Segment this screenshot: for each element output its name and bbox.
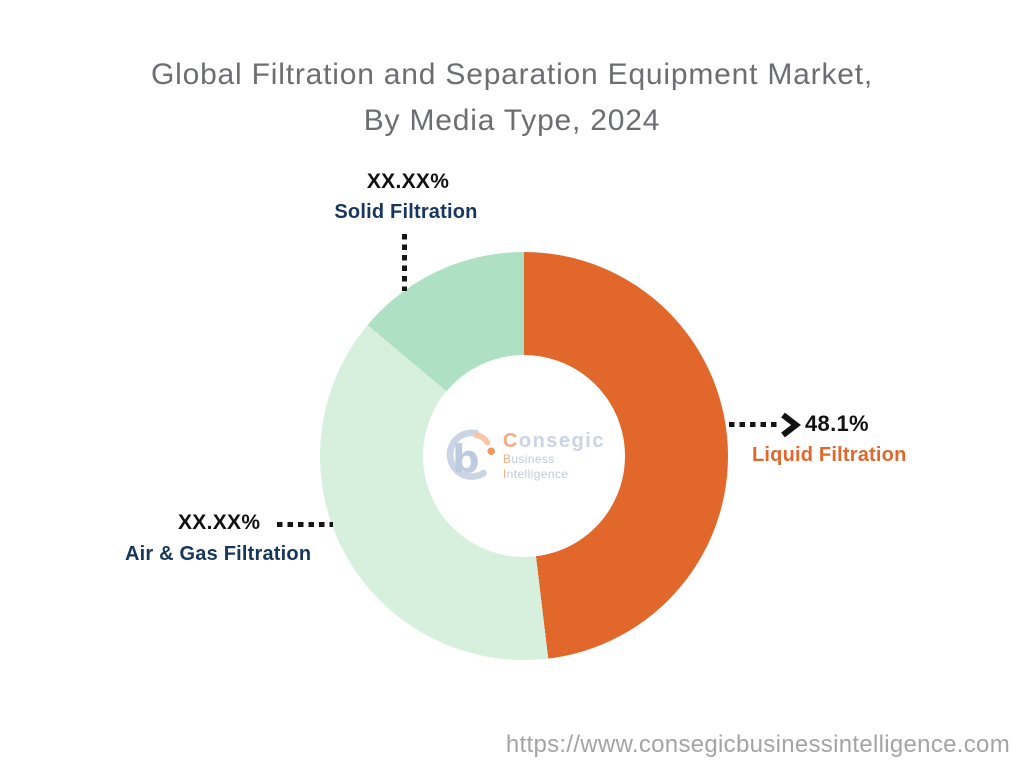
brand-tagline-initial-1: B [502,452,512,466]
brand-name: Consegic [503,430,618,452]
solid-filtration-value: XX.XX% [366,170,450,193]
chart-title-line2: By Media Type, 2024 [363,104,661,137]
liquid-filtration-arrow-icon [781,412,801,438]
source-url: https://www.consegicbusinessintelligence… [505,731,1010,758]
liquid-filtration-value: 48.1% [805,411,869,436]
air-gas-filtration-value: XX.XX% [178,511,261,534]
brand-tagline-initial-2: I [502,467,507,481]
brand-tagline: Business Intelligence [503,452,618,482]
brand-tagline-part-2: ntelligence [506,467,569,481]
liquid-filtration-connector [729,422,778,427]
brand-logo-text: Consegic Business Intelligence [503,430,618,482]
brand-logo-icon: b [446,429,496,481]
brand-tagline-part-1: usiness [511,452,555,466]
brand-logo: b Consegic Business Intelligence [438,420,618,492]
air-gas-filtration-connector [277,522,333,527]
brand-name-rest: onsegic [518,430,605,452]
solid-filtration-connector [402,234,407,291]
chart-title-line1: Global Filtration and Separation Equipme… [150,58,874,91]
donut-hole [423,355,625,557]
solid-filtration-label: Solid Filtration [334,201,478,223]
brand-name-initial: C [502,430,519,452]
chart-title: Global Filtration and Separation Equipme… [0,52,1024,144]
air-gas-filtration-label: Air & Gas Filtration [125,543,312,565]
liquid-filtration-label: Liquid Filtration [752,444,907,466]
svg-text:b: b [452,437,479,481]
